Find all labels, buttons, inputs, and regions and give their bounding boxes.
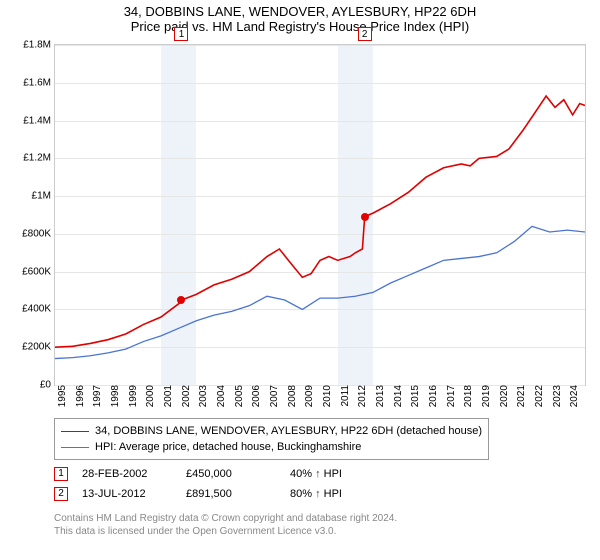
x-tick-label: 2004	[214, 385, 227, 407]
x-tick-label: 2019	[479, 385, 492, 407]
x-tick-label: 2013	[373, 385, 386, 407]
y-tick-label: £400K	[22, 304, 55, 315]
y-tick-label: £800K	[22, 228, 55, 239]
footer-line-1: Contains HM Land Registry data © Crown c…	[54, 512, 397, 525]
sale-date: 28-FEB-2002	[82, 468, 172, 480]
x-tick-label: 2022	[532, 385, 545, 407]
series-svg	[55, 45, 585, 385]
sale-row: 2 13-JUL-2012 £891,500 80% ↑ HPI	[54, 484, 360, 504]
sale-index-box: 2	[54, 487, 68, 501]
x-tick-label: 1995	[55, 385, 68, 407]
x-tick-label: 2015	[408, 385, 421, 407]
footer-line-2: This data is licensed under the Open Gov…	[54, 525, 397, 538]
x-tick-label: 2020	[497, 385, 510, 407]
x-tick-label: 2014	[391, 385, 404, 407]
legend-label: HPI: Average price, detached house, Buck…	[95, 439, 361, 455]
x-tick-label: 2000	[143, 385, 156, 407]
x-tick-label: 2002	[179, 385, 192, 407]
x-tick-label: 1997	[90, 385, 103, 407]
x-tick-label: 2008	[285, 385, 298, 407]
y-tick-label: £1M	[32, 191, 55, 202]
sale-marker: 2	[358, 27, 372, 41]
legend-label: 34, DOBBINS LANE, WENDOVER, AYLESBURY, H…	[95, 423, 482, 439]
sale-row: 1 28-FEB-2002 £450,000 40% ↑ HPI	[54, 464, 360, 484]
up-arrow-icon: ↑	[315, 468, 321, 480]
x-tick-label: 2010	[320, 385, 333, 407]
sale-price: £450,000	[186, 468, 276, 480]
footer-attribution: Contains HM Land Registry data © Crown c…	[54, 512, 397, 538]
up-arrow-icon: ↑	[315, 488, 321, 500]
chart-title: 34, DOBBINS LANE, WENDOVER, AYLESBURY, H…	[0, 0, 600, 19]
x-tick-label: 2024	[567, 385, 580, 407]
x-tick-label: 2006	[249, 385, 262, 407]
x-tick-label: 2017	[444, 385, 457, 407]
chart-subtitle: Price paid vs. HM Land Registry's House …	[0, 19, 600, 34]
legend-row: 34, DOBBINS LANE, WENDOVER, AYLESBURY, H…	[61, 423, 482, 439]
sales-table: 1 28-FEB-2002 £450,000 40% ↑ HPI 2 13-JUL-201…	[54, 464, 360, 504]
y-tick-label: £1.4M	[23, 115, 55, 126]
y-tick-label: £1.2M	[23, 153, 55, 164]
series-hpi	[55, 226, 585, 358]
x-tick-label: 2016	[426, 385, 439, 407]
chart-legend: 34, DOBBINS LANE, WENDOVER, AYLESBURY, H…	[54, 418, 489, 460]
x-tick-label: 2011	[338, 385, 351, 407]
x-tick-label: 2021	[514, 385, 527, 407]
sale-price: £891,500	[186, 488, 276, 500]
chart-plot-area: £0£200K£400K£600K£800K£1M£1.2M£1.4M£1.6M…	[54, 44, 586, 386]
sale-index-box: 1	[54, 467, 68, 481]
y-tick-label: £600K	[22, 266, 55, 277]
sale-date: 13-JUL-2012	[82, 488, 172, 500]
legend-swatch	[61, 431, 89, 432]
sale-hpi-delta: 40% ↑ HPI	[290, 468, 360, 480]
x-tick-label: 2007	[267, 385, 280, 407]
legend-swatch	[61, 447, 89, 448]
y-tick-label: £1.8M	[23, 40, 55, 51]
x-tick-label: 2009	[302, 385, 315, 407]
x-tick-label: 2023	[550, 385, 563, 407]
sale-dot	[361, 213, 369, 221]
y-tick-label: £200K	[22, 342, 55, 353]
y-tick-label: £0	[40, 380, 55, 391]
sale-hpi-delta: 80% ↑ HPI	[290, 488, 360, 500]
sale-marker: 1	[174, 27, 188, 41]
series-price	[55, 96, 585, 347]
x-tick-label: 2003	[196, 385, 209, 407]
legend-row: HPI: Average price, detached house, Buck…	[61, 439, 482, 455]
x-tick-label: 1998	[108, 385, 121, 407]
y-tick-label: £1.6M	[23, 77, 55, 88]
x-tick-label: 2012	[355, 385, 368, 407]
x-tick-label: 1999	[126, 385, 139, 407]
x-tick-label: 2001	[161, 385, 174, 407]
x-tick-label: 2005	[232, 385, 245, 407]
x-tick-label: 2018	[461, 385, 474, 407]
sale-dot	[177, 296, 185, 304]
x-tick-label: 1996	[73, 385, 86, 407]
